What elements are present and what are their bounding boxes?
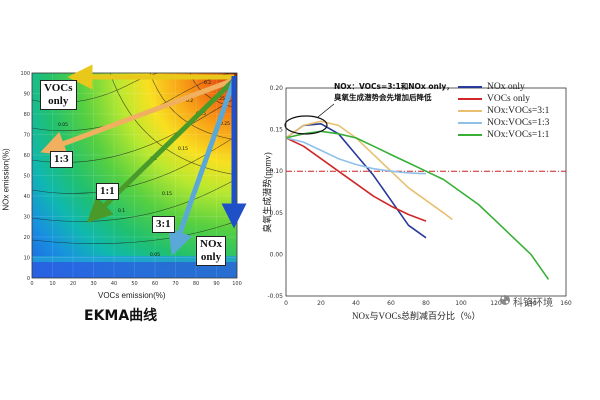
x-tick-label: 20	[317, 300, 325, 307]
contour-label: 0.2	[204, 80, 211, 86]
contour-label: 0.2	[186, 98, 193, 104]
ekma-x-axis-title: VOCs emission(%)	[98, 291, 166, 300]
x-tick-label: 0	[284, 300, 288, 307]
y-tick-label: 0.10	[270, 168, 284, 175]
label-3-1: 3:1	[152, 216, 175, 233]
x-tick-label: 140	[525, 300, 537, 307]
ekma-y-tick-label: 0	[27, 276, 30, 282]
y-tick-label: 0.00	[270, 251, 284, 258]
ekma-y-tick-label: 90	[24, 92, 30, 98]
legend-item: NOx:VOCs=3:1	[458, 105, 549, 117]
label-1-3: 1:3	[50, 151, 73, 168]
ekma-y-tick-label: 70	[24, 133, 30, 139]
label-nox-only: NOx only	[196, 236, 226, 266]
arrow-1-3	[40, 77, 235, 156]
contour-label: 0.25	[215, 96, 225, 102]
ekma-y-tick-label: 80	[24, 112, 30, 118]
legend-item: NOx:VOCs=1:1	[458, 129, 549, 141]
annotation-leader	[317, 103, 335, 118]
series-line-nox-only	[285, 123, 427, 239]
ekma-y-tick-label: 30	[24, 215, 30, 221]
ekma-x-tick-label: 90	[213, 281, 219, 287]
ekma-bottom-band	[32, 262, 237, 278]
chart-annotation: NOx：VOCs=3:1和NOx only， 臭氧生成潜势会先增加后降低	[334, 82, 454, 102]
ekma-frame	[31, 72, 238, 279]
contour-label: 0.1	[118, 208, 125, 214]
chart-x-axis-title: NOx与VOCs总削减百分比（%）	[352, 311, 481, 321]
annotation-ellipse	[284, 115, 328, 135]
y-tick-label: -0.05	[267, 293, 283, 300]
legend-item: NOx only	[458, 81, 549, 93]
contour-label: 0.15	[162, 191, 172, 197]
ekma-x-tick-label: 10	[49, 281, 55, 287]
ekma-y-tick-label: 10	[24, 256, 30, 262]
legend-swatch	[458, 86, 482, 88]
chart-y-axis-title: 臭氧生成潜势(ppmv)	[262, 152, 273, 233]
legend-swatch	[458, 98, 482, 100]
legend-swatch	[458, 134, 482, 136]
ekma-x-tick-label: 70	[172, 281, 178, 287]
label-vocs-only: VOCs only	[40, 80, 77, 110]
y-tick-label: 0.05	[270, 210, 284, 217]
ekma-x-tick-label: 30	[90, 281, 96, 287]
ekma-x-tick-label: 100	[232, 281, 242, 287]
legend-item: VOCs only	[458, 93, 549, 105]
x-tick-label: 160	[560, 300, 572, 307]
series-line-nox-vocs-1-3	[285, 137, 427, 175]
x-tick-label: 120	[490, 300, 502, 307]
y-tick-label: 0.20	[270, 85, 284, 92]
label-1-1: 1:1	[96, 183, 119, 200]
series-line-nox-vocs-3-1	[285, 120, 453, 221]
ekma-x-tick-label: 0	[30, 281, 33, 287]
ekma-y-tick-label: 40	[24, 194, 30, 200]
watermark-logo-icon	[500, 295, 510, 305]
contour-label: 0.25	[220, 121, 230, 127]
arrow-1-1	[87, 78, 236, 223]
x-tick-label: 40	[352, 300, 360, 307]
ekma-x-tick-label: 20	[70, 281, 76, 287]
ekma-x-tick-label: 80	[193, 281, 199, 287]
x-tick-label: 60	[387, 300, 395, 307]
contour-label: 0.05	[58, 122, 68, 128]
arrow-3-1	[168, 79, 237, 256]
contour-label: 0.15	[178, 146, 188, 152]
contour-label: 0.05	[150, 252, 160, 258]
watermark-text: 科铬环境	[513, 298, 553, 309]
legend-item: NOx:VOCs=1:3	[458, 117, 549, 129]
chart-legend: NOx only VOCs only NOx:VOCs=3:1 NOx:VOCs…	[458, 81, 549, 141]
ekma-x-tick-label: 50	[131, 281, 137, 287]
legend-swatch	[458, 122, 482, 124]
x-tick-label: 100	[455, 300, 467, 307]
ekma-x-tick-label: 60	[152, 281, 158, 287]
series-line-vocs-only	[285, 137, 427, 222]
ekma-y-tick-label: 60	[24, 153, 30, 159]
series-line-nox-vocs-1-1	[285, 130, 550, 280]
legend-swatch	[458, 110, 482, 112]
ekma-y-tick-label: 50	[24, 174, 30, 180]
x-tick-label: 80	[422, 300, 430, 307]
y-tick-label: 0.15	[270, 127, 284, 134]
ekma-title: EKMA曲线	[84, 308, 158, 324]
chart-plot-frame	[285, 87, 567, 297]
ekma-x-tick-label: 40	[111, 281, 117, 287]
ekma-y-tick-label: 100	[20, 71, 30, 77]
ekma-y-tick-label: 20	[24, 235, 30, 241]
